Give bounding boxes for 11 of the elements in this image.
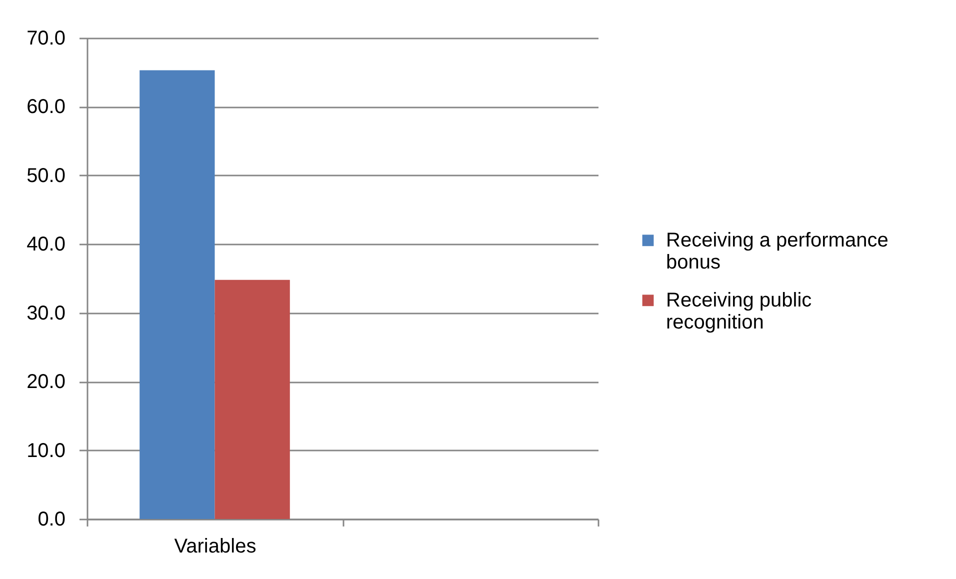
- y-tick-label: 20.0: [26, 371, 66, 394]
- y-tick-label: 30.0: [26, 302, 66, 324]
- y-tick-label: 40.0: [26, 234, 66, 256]
- y-tick-label: 70.0: [26, 28, 66, 50]
- y-tick-label: 50.0: [26, 164, 66, 187]
- legend-label: Receiving public recognition: [666, 289, 812, 334]
- y-tick-label: 0.0: [38, 508, 66, 530]
- y-tick-label: 60.0: [26, 96, 66, 118]
- legend-label: Receiving a performance bonus: [666, 229, 888, 274]
- y-tick-label: 10.0: [26, 440, 66, 462]
- x-tick-label: Variables: [174, 536, 256, 558]
